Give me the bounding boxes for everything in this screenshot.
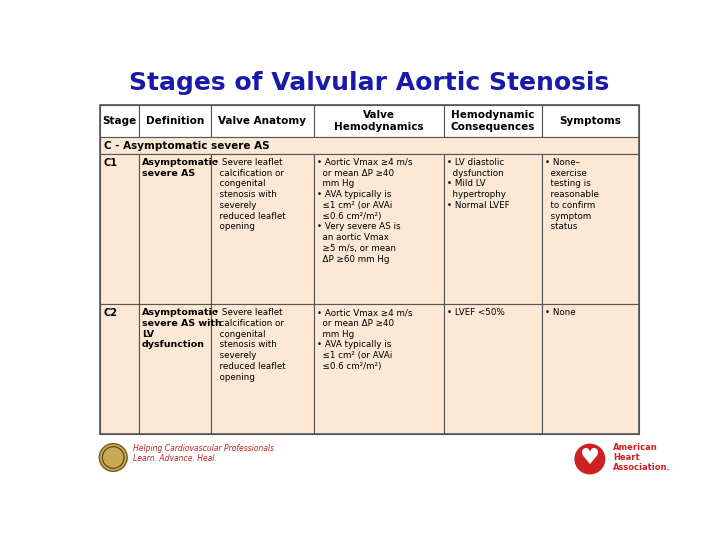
Text: • Severe leaflet
  calcification or
  congenital
  stenosis with
  severely
  re: • Severe leaflet calcification or congen…: [215, 308, 286, 382]
Bar: [139, 154, 211, 304]
Bar: [314, 154, 444, 304]
Text: • None–
  exercise
  testing is
  reasonable
  to confirm
  symptom
  status: • None– exercise testing is reasonable t…: [544, 158, 598, 232]
Bar: [314, 105, 444, 137]
Text: Stages of Valvular Aortic Stenosis: Stages of Valvular Aortic Stenosis: [129, 71, 609, 95]
Text: Valve Anatomy: Valve Anatomy: [218, 116, 307, 126]
Text: • None: • None: [544, 308, 575, 317]
Bar: [541, 304, 639, 434]
Circle shape: [99, 444, 127, 471]
Text: Valve
Hemodynamics: Valve Hemodynamics: [334, 110, 424, 132]
Text: Definition: Definition: [146, 116, 204, 126]
Text: Stage: Stage: [102, 116, 137, 126]
Bar: [541, 154, 639, 304]
Text: Symptoms: Symptoms: [559, 116, 621, 126]
Bar: [100, 137, 639, 154]
Bar: [211, 304, 314, 434]
Text: American
Heart
Association.: American Heart Association.: [613, 443, 671, 472]
Text: Hemodynamic
Consequences: Hemodynamic Consequences: [451, 110, 535, 132]
Text: C1: C1: [103, 158, 117, 168]
Bar: [100, 105, 139, 137]
Bar: [541, 105, 639, 137]
Circle shape: [575, 444, 606, 475]
Bar: [314, 304, 444, 434]
Text: C2: C2: [103, 308, 117, 318]
Text: • LV diastolic
  dysfunction
• Mild LV
  hypertrophy
• Normal LVEF: • LV diastolic dysfunction • Mild LV hyp…: [447, 158, 510, 210]
Bar: [211, 154, 314, 304]
Text: • LVEF <50%: • LVEF <50%: [447, 308, 505, 317]
Text: C - Asymptomatic severe AS: C - Asymptomatic severe AS: [104, 140, 269, 151]
Text: ♥: ♥: [580, 448, 600, 468]
Bar: [444, 154, 541, 304]
Text: • Aortic Vmax ≥4 m/s
  or mean ΔP ≥40
  mm Hg
• AVA typically is
  ≤1 cm² (or AV: • Aortic Vmax ≥4 m/s or mean ΔP ≥40 mm H…: [317, 158, 413, 264]
Bar: [139, 304, 211, 434]
Text: Asymptomatic
severe AS with
LV
dysfunction: Asymptomatic severe AS with LV dysfuncti…: [142, 308, 222, 349]
Bar: [211, 105, 314, 137]
Bar: [100, 154, 139, 304]
Bar: [139, 105, 211, 137]
Text: • Aortic Vmax ≥4 m/s
  or mean ΔP ≥40
  mm Hg
• AVA typically is
  ≤1 cm² (or AV: • Aortic Vmax ≥4 m/s or mean ΔP ≥40 mm H…: [317, 308, 413, 371]
Bar: [100, 304, 139, 434]
Text: • Severe leaflet
  calcification or
  congenital
  stenosis with
  severely
  re: • Severe leaflet calcification or congen…: [215, 158, 286, 232]
Text: Asymptomatic
severe AS: Asymptomatic severe AS: [142, 158, 219, 178]
Bar: [444, 105, 541, 137]
Bar: [444, 304, 541, 434]
Bar: [100, 105, 639, 434]
Text: Helping Cardiovascular Professionals
Learn. Advance. Heal.: Helping Cardiovascular Professionals Lea…: [132, 444, 274, 463]
